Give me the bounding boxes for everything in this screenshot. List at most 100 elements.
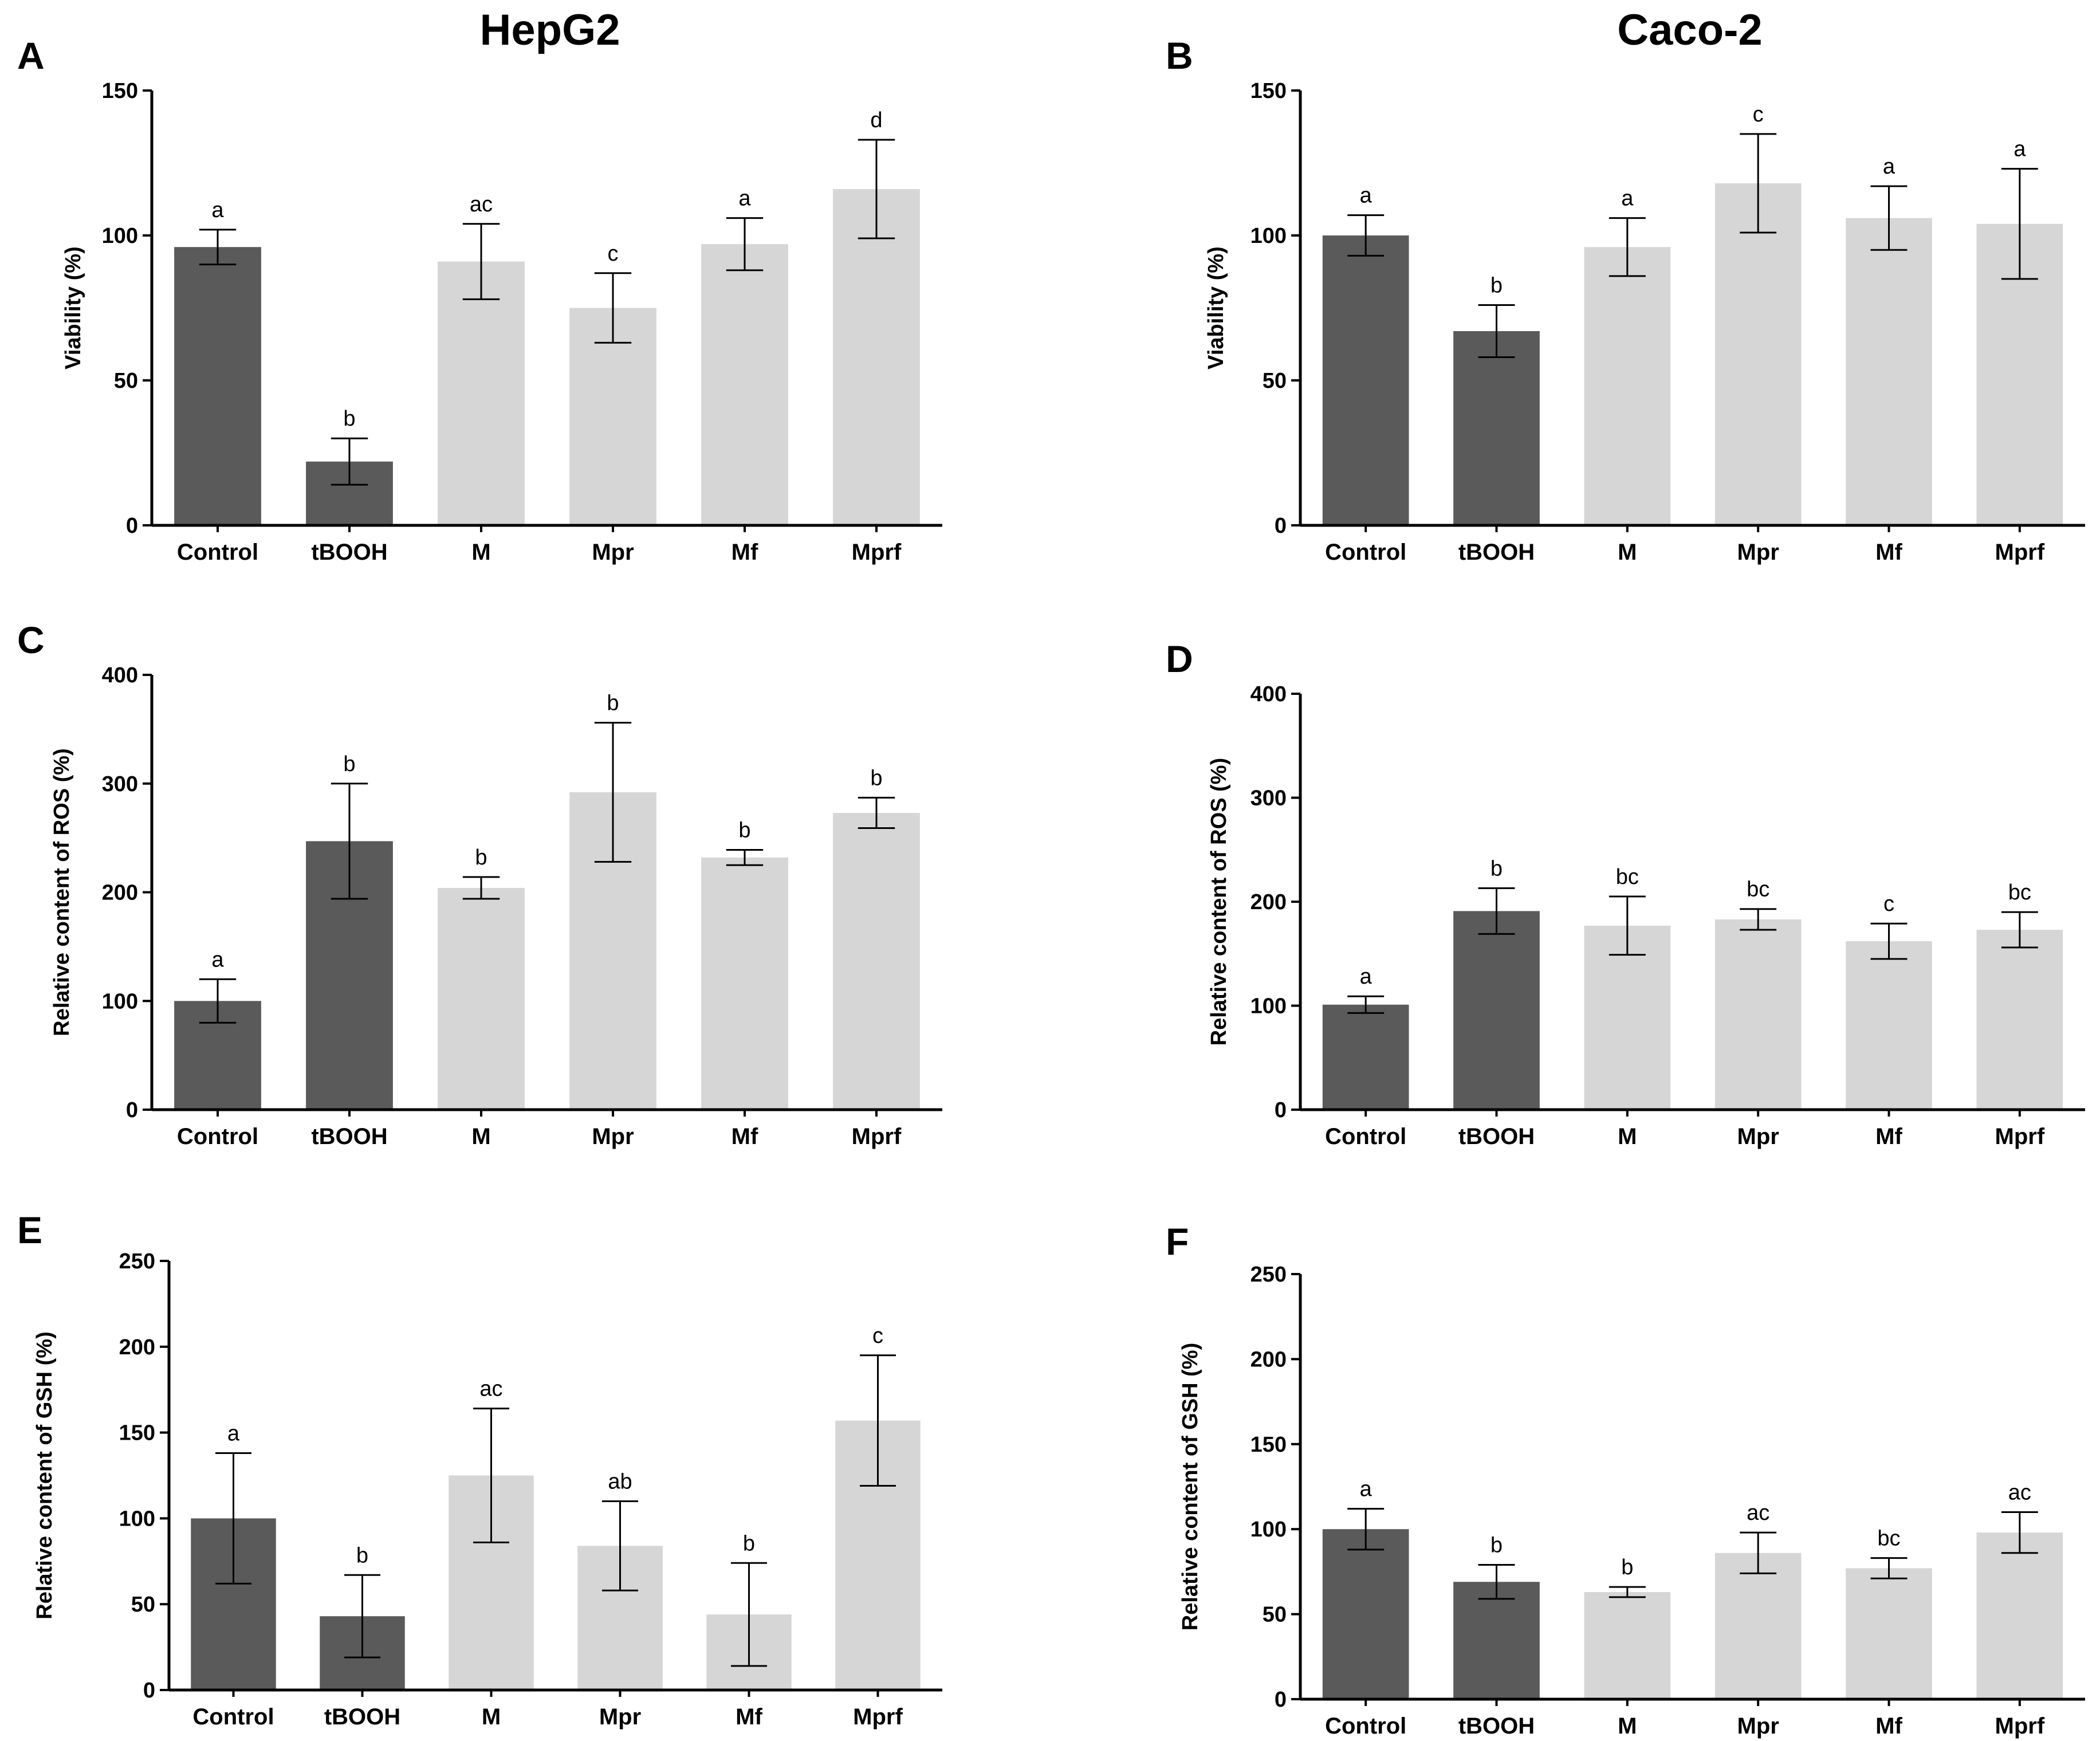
panel-c-significance-control: a: [211, 948, 224, 972]
panel-a-xlabel-m: M: [471, 540, 490, 565]
panel-d: Da Control b tBOOH bc Mbc Mpr c Mf bc Mprf 0 100 200 3…: [1166, 638, 2085, 1149]
panel-b-significance-mf: a: [1883, 155, 1895, 179]
panel-a-ytick-label-150: 150: [102, 79, 138, 103]
panel-c: Ca Control b tBOOH b Mb Mpr b Mf b Mprf 0 100 200 300 4…: [17, 619, 942, 1149]
panel-b-ytick-label-100: 100: [1250, 224, 1287, 248]
panel-e-ytick-label-150: 150: [119, 1421, 155, 1445]
panel-c-ytick-label-300: 300: [102, 772, 138, 796]
panel-b-xlabel-control: Control: [1325, 540, 1406, 565]
panel-a-ytick-label-0: 0: [126, 514, 138, 538]
panel-f-bar-m: [1584, 1592, 1671, 1699]
panel-a-significance-tbooh: b: [343, 407, 355, 431]
panel-c-ytick-label-0: 0: [126, 1098, 138, 1122]
panel-e: Ea Control b tBOOH ac Mab Mpr b Mf c Mprf 0 50 100 150…: [17, 1209, 942, 1730]
panel-b-bar-mf: [1846, 218, 1932, 525]
panel-f-ytick-label-50: 50: [1263, 1603, 1287, 1627]
panel-a-ylabel: Viability (%): [61, 246, 85, 370]
panel-f: Fa Control b tBOOH b Mac Mpr bc Mf ac Mprf 0 50 100 15…: [1166, 1220, 2085, 1739]
panel-c-letter: C: [17, 619, 45, 661]
panel-e-significance-m: ac: [479, 1377, 502, 1401]
panel-b-bar-m: [1584, 247, 1671, 525]
panel-c-significance-mpr: b: [607, 691, 619, 715]
panel-e-ytick-label-0: 0: [143, 1679, 155, 1703]
panel-f-bar-tbooh: [1453, 1582, 1540, 1699]
panel-e-ytick-label-250: 250: [119, 1249, 155, 1274]
panel-a-bar-mprf: [833, 189, 920, 525]
panel-d-xlabel-mpr: Mpr: [1737, 1124, 1779, 1149]
panel-b-significance-mprf: a: [2014, 137, 2026, 162]
panel-b-significance-m: a: [1621, 187, 1634, 211]
panel-e-significance-mpr: ab: [608, 1469, 632, 1494]
panel-d-significance-mpr: bc: [1747, 878, 1769, 902]
panel-d-xlabel-mf: Mf: [1875, 1124, 1902, 1149]
panel-a-bar-mpr: [569, 308, 656, 525]
panel-d-ytick-label-100: 100: [1250, 995, 1287, 1019]
panel-d-bar-mf: [1846, 941, 1932, 1110]
panel-d-bar-mprf: [1976, 930, 2063, 1110]
panel-e-ytick-label-200: 200: [119, 1335, 155, 1359]
panel-d-xlabel-tbooh: tBOOH: [1458, 1124, 1535, 1149]
panel-e-ytick-label-50: 50: [131, 1593, 155, 1617]
panel-b-ytick-label-0: 0: [1275, 514, 1287, 538]
panel-c-ylabel: Relative content of ROS (%): [50, 748, 74, 1036]
panel-f-xlabel-control: Control: [1325, 1714, 1406, 1739]
panel-f-xlabel-m: M: [1618, 1714, 1637, 1739]
panel-d-ytick-label-300: 300: [1250, 787, 1287, 811]
panel-a-xlabel-tbooh: tBOOH: [311, 540, 387, 565]
panel-f-bar-control: [1322, 1529, 1409, 1699]
panel-d-bar-mpr: [1714, 919, 1802, 1110]
panel-c-significance-m: b: [475, 846, 487, 870]
panel-c-xlabel-mprf: Mprf: [852, 1124, 902, 1149]
panel-d-xlabel-m: M: [1618, 1124, 1637, 1149]
panel-a-significance-mprf: d: [870, 108, 882, 132]
panel-c-bar-m: [438, 887, 525, 1110]
panel-a-ytick-label-50: 50: [114, 369, 138, 393]
panel-f-ytick-label-0: 0: [1275, 1688, 1287, 1712]
panel-d-significance-mprf: bc: [2008, 881, 2031, 905]
panel-f-significance-mf: bc: [1877, 1527, 1900, 1551]
title-hepg2: HepG2: [480, 6, 620, 54]
panel-b-xlabel-tbooh: tBOOH: [1458, 540, 1535, 565]
panel-b-letter: B: [1166, 34, 1193, 77]
panel-f-significance-tbooh: b: [1491, 1534, 1503, 1558]
panel-e-significance-tbooh: b: [356, 1543, 368, 1567]
panel-f-xlabel-mprf: Mprf: [1995, 1714, 2045, 1739]
panel-d-ytick-label-200: 200: [1250, 890, 1287, 914]
panel-c-xlabel-mpr: Mpr: [592, 1124, 634, 1149]
panel-d-significance-mf: c: [1883, 892, 1894, 916]
panel-d-ytick-label-400: 400: [1250, 682, 1287, 706]
panel-b-xlabel-mpr: Mpr: [1737, 540, 1779, 565]
panel-f-ylabel: Relative content of GSH (%): [1178, 1343, 1202, 1631]
panel-f-letter: F: [1166, 1220, 1189, 1263]
panel-e-ytick-label-100: 100: [119, 1507, 155, 1531]
panel-c-ytick-label-200: 200: [102, 881, 138, 905]
panel-c-significance-tbooh: b: [343, 752, 355, 776]
panel-e-xlabel-tbooh: tBOOH: [324, 1704, 400, 1730]
panel-e-xlabel-mpr: Mpr: [599, 1704, 641, 1730]
panel-f-xlabel-tbooh: tBOOH: [1458, 1714, 1535, 1739]
panel-c-significance-mprf: b: [870, 766, 882, 790]
panel-f-ytick-label-250: 250: [1250, 1263, 1287, 1287]
panel-b-significance-control: a: [1360, 184, 1373, 208]
panel-a-letter: A: [17, 34, 45, 77]
panel-b-xlabel-m: M: [1618, 540, 1637, 565]
title-caco2: Caco-2: [1617, 6, 1762, 54]
panel-b-ytick-label-150: 150: [1250, 79, 1287, 103]
panel-f-xlabel-mpr: Mpr: [1737, 1714, 1779, 1739]
panel-f-significance-control: a: [1360, 1477, 1373, 1502]
panel-b-bar-control: [1322, 235, 1409, 525]
panel-b-significance-mpr: c: [1753, 103, 1764, 127]
panel-e-letter: E: [17, 1209, 42, 1251]
panel-b-xlabel-mf: Mf: [1875, 540, 1902, 565]
panel-d-significance-m: bc: [1616, 865, 1639, 889]
panel-a-significance-mpr: c: [608, 242, 619, 266]
panel-a-xlabel-mpr: Mpr: [592, 540, 634, 565]
panel-c-xlabel-tbooh: tBOOH: [311, 1124, 387, 1149]
panel-b-bar-mpr: [1714, 183, 1802, 525]
panel-e-xlabel-control: Control: [192, 1704, 274, 1730]
panel-b-ylabel: Viability (%): [1204, 246, 1228, 370]
panel-a-bar-m: [438, 261, 525, 525]
panel-b-xlabel-mprf: Mprf: [1995, 540, 2045, 565]
panel-a-bar-control: [174, 247, 261, 525]
